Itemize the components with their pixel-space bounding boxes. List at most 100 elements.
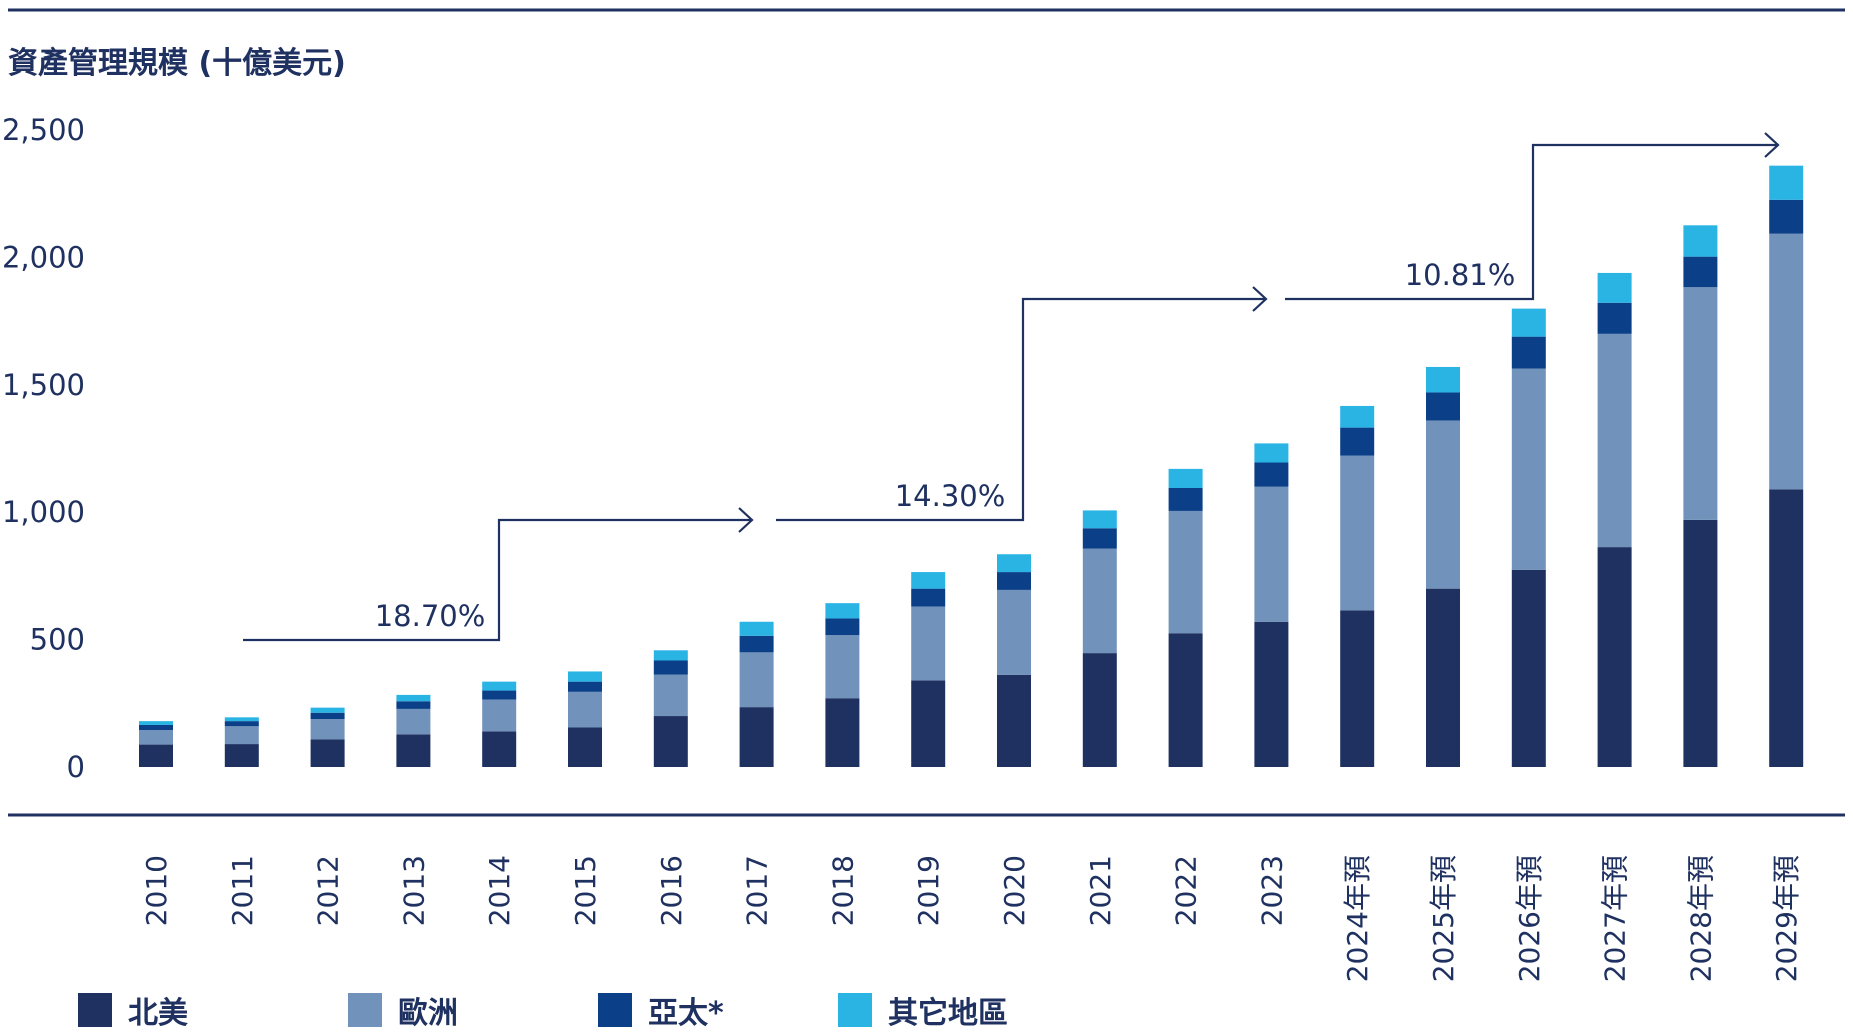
bar-segment-europe (911, 606, 946, 681)
cagr-step-line (243, 518, 752, 642)
bar-segment-asia-pacific (568, 681, 602, 692)
bar-segment-asia-pacific (1511, 336, 1546, 369)
bar-segment-europe (653, 674, 688, 717)
legend-item-europe: 歐洲 (348, 990, 458, 1031)
bar-segment-asia-pacific (1168, 487, 1203, 511)
bar-segment-other-regions (1168, 468, 1203, 488)
x-tick-label: 2010 (140, 855, 173, 926)
y-tick-label: 2,000 (2, 240, 85, 274)
bar-segment-north-america (825, 698, 860, 767)
bar-segment-europe (1597, 333, 1632, 548)
bar-segment-north-america (1769, 489, 1804, 767)
legend-item-other-regions: 其它地區 (838, 990, 1008, 1031)
bar-segment-north-america (568, 727, 602, 767)
bar-segment-europe (568, 691, 602, 728)
bar-segment-asia-pacific (1597, 302, 1632, 334)
cagr-label: 14.30% (895, 479, 1006, 513)
bar-segment-asia-pacific (139, 724, 173, 731)
bar-segment-north-america (997, 674, 1031, 767)
bar-segment-asia-pacific (1340, 427, 1375, 456)
bar-segment-europe (139, 730, 173, 745)
bar-segment-europe (1426, 420, 1460, 589)
bar-segment-asia-pacific (396, 701, 431, 709)
bar-segment-north-america (1254, 621, 1289, 767)
bar-segment-asia-pacific (1254, 462, 1289, 487)
legend-label-other-regions: 其它地區 (888, 996, 1008, 1031)
bar-segment-asia-pacific (1683, 256, 1718, 288)
x-tick-label: 2027年預 (1599, 855, 1632, 982)
bar-segment-europe (310, 719, 345, 740)
x-tick-label: 2023 (1255, 855, 1288, 926)
bar-segment-europe (396, 708, 431, 735)
bar-segment-north-america (1426, 588, 1460, 767)
bar-segment-other-regions (653, 650, 688, 661)
x-tick-label: 2012 (312, 855, 345, 926)
x-tick-label: 2025年預 (1427, 855, 1460, 982)
y-tick-label: 0 (67, 750, 85, 784)
legend-swatch-other-regions (838, 993, 872, 1027)
cagr-arrow-head (1764, 132, 1780, 158)
bar-segment-north-america (739, 707, 774, 767)
bar-segment-north-america (1168, 633, 1203, 767)
y-tick-label: 1,000 (2, 495, 85, 529)
x-tick-label: 2028年預 (1684, 855, 1717, 982)
cagr-step-line (1285, 143, 1778, 301)
bar-segment-other-regions (1769, 165, 1804, 200)
cagr-label: 10.81% (1405, 258, 1516, 292)
bar-segment-other-regions (310, 707, 345, 713)
bar-segment-asia-pacific (1426, 392, 1460, 421)
bar-segment-europe (224, 726, 259, 745)
cagr-step-line (776, 297, 1266, 522)
bar-segment-asia-pacific (739, 635, 774, 653)
bar-segment-europe (739, 652, 774, 708)
cagr-annotations: 18.70% 14.30% 10.81% (243, 132, 1780, 642)
legend-label-asia-pacific: 亞太* (648, 996, 724, 1031)
bar-segment-europe (825, 635, 860, 699)
x-tick-label: 2016 (655, 855, 688, 926)
bar-segment-europe (1340, 455, 1375, 611)
bar-segment-europe (1769, 233, 1804, 490)
legend-swatch-north-america (78, 993, 112, 1027)
bar-segment-europe (1082, 548, 1117, 654)
x-tick-label: 2011 (226, 855, 259, 926)
x-tick-label: 2029年預 (1770, 855, 1803, 982)
bar-segment-north-america (396, 734, 431, 767)
y-tick-label: 1,500 (2, 368, 85, 402)
bar-segment-europe (997, 589, 1031, 675)
chart-title: 資產管理規模 (十億美元) (8, 46, 346, 81)
bar-segment-asia-pacific (310, 712, 345, 720)
bar-segment-other-regions (568, 671, 602, 682)
legend-swatch-asia-pacific (598, 993, 632, 1027)
bar-segment-other-regions (997, 554, 1031, 573)
bar-segment-europe (1168, 510, 1203, 634)
cagr-arrow-head (738, 507, 754, 533)
bar-segment-north-america (310, 739, 345, 767)
bar-segment-north-america (1340, 610, 1375, 767)
bar-segment-other-regions (482, 681, 517, 691)
x-tick-label: 2022 (1170, 855, 1203, 926)
legend-item-asia-pacific: 亞太* (598, 990, 724, 1031)
x-tick-label: 2015 (569, 855, 602, 926)
bar-segment-other-regions (224, 717, 259, 722)
x-tick-label: 2013 (397, 855, 430, 926)
legend-item-north-america: 北美 (78, 990, 188, 1031)
bar-segment-asia-pacific (224, 721, 259, 727)
bar-segment-other-regions (139, 721, 173, 725)
bars (139, 165, 1804, 767)
x-tick-label: 2019 (912, 855, 945, 926)
bar-segment-north-america (482, 731, 517, 767)
bar-segment-other-regions (1683, 225, 1718, 257)
bar-segment-europe (1254, 486, 1289, 622)
x-tick-label: 2018 (826, 855, 859, 926)
bar-segment-asia-pacific (653, 660, 688, 675)
bar-segment-other-regions (1511, 308, 1546, 337)
bar-segment-europe (1683, 287, 1718, 520)
y-axis: 0 500 1,000 1,500 2,000 2,500 (2, 113, 85, 784)
bar-segment-north-america (1597, 547, 1632, 767)
bar-segment-north-america (911, 680, 946, 767)
cagr-arrow-head (1252, 286, 1268, 312)
bar-segment-asia-pacific (1082, 528, 1117, 549)
cagr-label: 18.70% (375, 599, 486, 633)
bar-segment-other-regions (1597, 272, 1632, 303)
x-tick-label: 2021 (1084, 855, 1117, 926)
